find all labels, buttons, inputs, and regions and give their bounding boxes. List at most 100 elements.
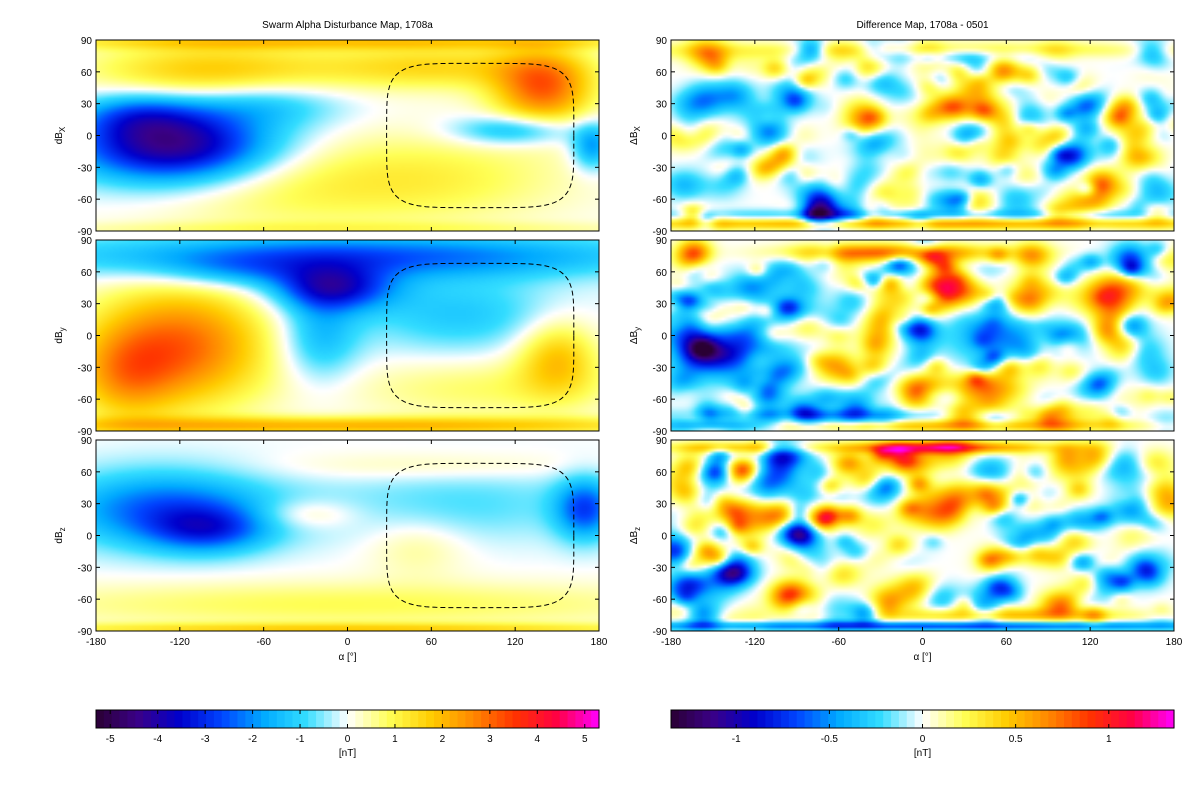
y-tick-label: 60 <box>81 68 93 79</box>
colorbar-segment <box>1142 710 1152 728</box>
colorbar-segment <box>213 710 223 728</box>
colorbar-segment <box>237 710 246 728</box>
colorbar-segment <box>1001 710 1010 728</box>
y-tick-label: 60 <box>81 268 93 279</box>
colorbar-segment <box>757 710 766 728</box>
colorbar-segment <box>410 710 419 728</box>
y-tick-label: -60 <box>653 395 668 406</box>
colorbar-tick-label: -1 <box>732 734 741 745</box>
colorbar-segment <box>394 710 404 728</box>
y-axis-label-main: dB <box>54 531 65 544</box>
y-axis-label: dBX <box>54 126 67 144</box>
colorbar-tick-label: -4 <box>153 734 162 745</box>
colorbar-segment <box>977 710 986 728</box>
colorbar-segment <box>875 710 884 728</box>
x-tick-label: 120 <box>507 637 524 648</box>
colorbar-segment <box>1056 710 1065 728</box>
x-tick-label: -60 <box>831 637 846 648</box>
y-axis-label-sub: X <box>58 126 67 132</box>
colorbar-segment <box>300 710 309 728</box>
x-tick-label: -180 <box>661 637 681 648</box>
y-axis-label: ΔBz <box>629 527 642 544</box>
y-axis-label-sub: z <box>58 527 67 531</box>
y-tick-label: -90 <box>653 627 668 638</box>
colorbar-segment <box>127 710 136 728</box>
y-tick-label: 30 <box>81 100 93 111</box>
x-axis-label: α [°] <box>913 652 931 663</box>
x-tick-label: 0 <box>345 637 351 648</box>
y-tick-label: -30 <box>653 163 668 174</box>
colorbar-segment <box>221 710 231 728</box>
y-tick-label: 0 <box>86 332 92 343</box>
y-tick-label: 30 <box>81 500 93 511</box>
colorbar-tick-label: -0.5 <box>821 734 839 745</box>
colorbar-segment <box>292 710 301 728</box>
dashed-contour <box>386 62 575 209</box>
y-tick-label: -30 <box>653 363 668 374</box>
colorbar-segment <box>891 710 900 728</box>
heatmap-panel-3: -180 -120 -60 0 60 120 180 -90 -60 -30 0 30 60 90 dBz α… <box>54 436 608 663</box>
chart-title: Swarm Alpha Disturbance Map, 1708a <box>262 20 433 31</box>
colorbar-segment <box>1008 710 1018 728</box>
colorbar-segment <box>551 710 561 728</box>
colorbar-segment <box>1032 710 1041 728</box>
colorbar-segment <box>253 710 262 728</box>
colorbar-segment <box>820 710 829 728</box>
y-tick-label: 60 <box>81 468 93 479</box>
colorbar-segment <box>559 710 569 728</box>
colorbar-segment <box>386 710 396 728</box>
colorbar-segment <box>339 710 349 728</box>
colorbar-segment <box>749 710 759 728</box>
colorbar-segment <box>378 710 388 728</box>
colorbar-segment <box>765 710 774 728</box>
colorbar-segment <box>111 710 121 728</box>
colorbar-segment <box>867 710 876 728</box>
dashed-contour <box>386 262 575 409</box>
colorbar-segment <box>953 710 963 728</box>
x-tick-label: 60 <box>1001 637 1013 648</box>
colorbar-segment <box>473 710 482 728</box>
y-tick-label: -60 <box>653 595 668 606</box>
colorbar-segment <box>528 710 537 728</box>
colorbar-segment <box>520 710 529 728</box>
colorbar-segment <box>851 710 861 728</box>
y-tick-label: -90 <box>653 227 668 238</box>
colorbar-1: -5 -4 -3 -2 -1 0 1 2 3 4 5 [nT] <box>95 709 600 759</box>
y-tick-label: 60 <box>656 268 668 279</box>
colorbar-segment <box>1040 710 1049 728</box>
y-axis-label: ΔBy <box>629 327 642 344</box>
colorbar-segment <box>347 710 356 728</box>
colorbar-segment <box>418 710 427 728</box>
colorbar-segment <box>583 710 592 728</box>
y-tick-label: 0 <box>86 532 92 543</box>
colorbar-segment <box>922 710 931 728</box>
colorbar-segment <box>119 710 129 728</box>
y-tick-label: 0 <box>661 132 667 143</box>
colorbar-segment <box>268 710 278 728</box>
colorbar-segment <box>1087 710 1097 728</box>
y-axis-label-main: ΔB <box>629 131 640 145</box>
y-axis-label-main: ΔB <box>629 331 640 345</box>
y-tick-label: 30 <box>656 300 668 311</box>
x-tick-label: -120 <box>170 637 190 648</box>
colorbar-segment <box>1150 710 1159 728</box>
x-tick-label: -180 <box>86 637 106 648</box>
colorbar-segment <box>906 710 916 728</box>
y-tick-label: -90 <box>78 627 93 638</box>
colorbar-segment <box>504 710 514 728</box>
colorbar-segment <box>496 710 506 728</box>
colorbar-segment <box>488 710 498 728</box>
colorbar-segment <box>969 710 979 728</box>
colorbar-label: [nT] <box>339 748 356 759</box>
colorbar-segment <box>678 710 688 728</box>
colorbar-segment <box>796 710 806 728</box>
colorbar-tick-label: -1 <box>296 734 305 745</box>
colorbar-segment <box>836 710 845 728</box>
y-tick-label: -30 <box>78 563 93 574</box>
y-tick-label: 30 <box>656 500 668 511</box>
y-tick-label: 0 <box>661 332 667 343</box>
colorbar-2: -1 -0.5 0 0.5 1 [nT] <box>670 709 1175 759</box>
colorbar-segment <box>843 710 853 728</box>
x-tick-label: 120 <box>1082 637 1099 648</box>
